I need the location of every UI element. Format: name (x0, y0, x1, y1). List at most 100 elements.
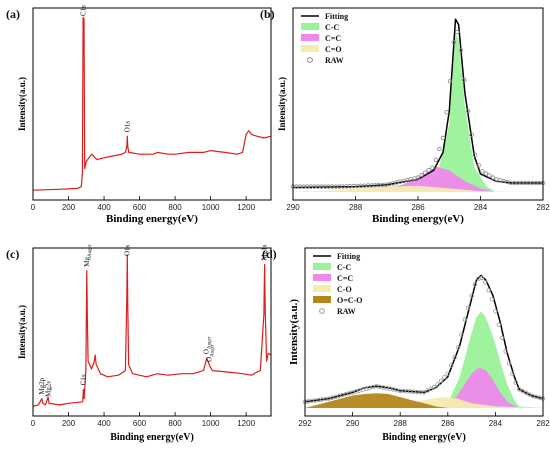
x-tick-label: 284 (474, 203, 488, 212)
x-tick-label: 0 (31, 203, 36, 212)
legend: Fitting C-C C=C C-O O=C-O RAW (313, 252, 362, 316)
x-tick-label: 286 (411, 203, 425, 212)
series-markers-raw (290, 29, 546, 189)
raw-point (419, 172, 424, 178)
x-tick-label: 800 (168, 419, 182, 428)
plot-frame (32, 7, 272, 201)
series-markers-raw (302, 275, 546, 404)
x-tick-label: 200 (62, 419, 76, 428)
raw-point (483, 280, 488, 285)
raw-point (510, 371, 515, 376)
raw-point (432, 384, 437, 390)
raw-point (447, 78, 453, 84)
raw-point (451, 40, 456, 45)
raw-point (500, 335, 505, 341)
raw-point (469, 132, 474, 137)
raw-point (479, 275, 484, 281)
legend-label: RAW (325, 56, 344, 65)
raw-point (428, 386, 433, 391)
legend-swatch (301, 23, 319, 30)
chart-panel-1: (b) 290 288 286 284 282 Binding energy(eV) Inte… (260, 7, 550, 225)
legend-swatch (313, 263, 331, 270)
x-axis-title: Binding energy(eV) (106, 213, 198, 225)
series-area-c-o (305, 397, 543, 408)
legend-marker (307, 57, 313, 63)
raw-point (422, 170, 428, 175)
raw-point (490, 175, 496, 180)
raw-point (455, 29, 460, 35)
peak-label: C1s (79, 5, 87, 16)
series-area-o=c-o (305, 393, 543, 408)
legend-label: C-C (337, 263, 351, 272)
x-tick-label: 288 (349, 203, 363, 212)
peak-label: O1s (123, 121, 131, 133)
legend-swatch (313, 285, 331, 292)
chart-panel-0: (a) 0 200 400 600 800 1000 1200 Binding energy(e… (6, 5, 272, 225)
peak-label: C1s (79, 374, 87, 385)
peak-label: Mg2p (38, 377, 46, 394)
x-tick-label: 288 (394, 419, 408, 428)
peak-label-main: Mg2s (45, 381, 53, 397)
raw-point (506, 361, 512, 366)
x-tick-label: 284 (489, 419, 503, 428)
x-tick-label: 286 (441, 419, 455, 428)
x-tick-label: 400 (97, 203, 111, 212)
legend-swatch (313, 296, 331, 303)
y-axis-title: Intensity(a.u.) (17, 77, 27, 131)
peak-label-main: O (203, 349, 211, 354)
raw-point (480, 169, 485, 174)
x-tick-label: 800 (168, 203, 182, 212)
raw-point (421, 390, 427, 395)
x-tick-label: 400 (97, 419, 111, 428)
raw-point (472, 282, 478, 287)
raw-point (486, 288, 491, 293)
chart-panel-2: (c) 0 200 400 600 800 1000 1200 Binding energy(e… (6, 244, 272, 443)
peak-label: OAuger (203, 336, 213, 354)
peak-label-main: O (206, 357, 214, 362)
raw-point (415, 175, 421, 180)
legend-label: C=O (325, 45, 342, 54)
x-tick-label: 282 (536, 419, 550, 428)
peak-label-main: Mg2p (38, 377, 46, 394)
x-tick-label: 200 (62, 203, 76, 212)
peak-label-main: O1s (123, 244, 131, 256)
peak-label-main: Mg (83, 256, 91, 266)
panel-label: (a) (6, 7, 20, 21)
raw-point (517, 387, 522, 392)
peak-label: OAuger (206, 344, 216, 362)
series-area-c-c (305, 311, 543, 408)
raw-point (483, 171, 489, 176)
series-line-fitting (304, 274, 544, 403)
x-tick-label: 1000 (202, 203, 220, 212)
raw-point (449, 363, 454, 368)
plot-frame (32, 247, 272, 417)
legend-label: Fitting (337, 252, 360, 261)
raw-point (520, 388, 525, 394)
raw-point (465, 108, 471, 114)
x-axis-title: Binding energy(eV) (382, 432, 466, 443)
raw-point (523, 390, 529, 395)
raw-point (489, 297, 495, 302)
x-tick-label: 600 (133, 419, 147, 428)
legend-marker (319, 308, 325, 314)
raw-point (433, 157, 439, 163)
raw-point (452, 355, 457, 360)
raw-point (476, 163, 481, 168)
x-tick-label: 1000 (202, 419, 220, 428)
peak-label-main: O1s (123, 121, 131, 133)
raw-point (513, 380, 518, 385)
raw-point (442, 375, 447, 380)
panel-label: (b) (260, 7, 275, 21)
raw-point (444, 110, 449, 115)
raw-point (430, 165, 435, 170)
peak-label-main: C1s (79, 5, 87, 16)
series-area-c=o (293, 185, 543, 192)
raw-point (459, 332, 464, 337)
y-axis-title: Intensity(a.u.) (17, 305, 27, 359)
raw-point (438, 378, 444, 383)
raw-point (445, 371, 450, 376)
legend-label: RAW (337, 307, 356, 316)
peak-label-sub: Auger (211, 344, 216, 357)
x-tick-label: 290 (346, 419, 360, 428)
